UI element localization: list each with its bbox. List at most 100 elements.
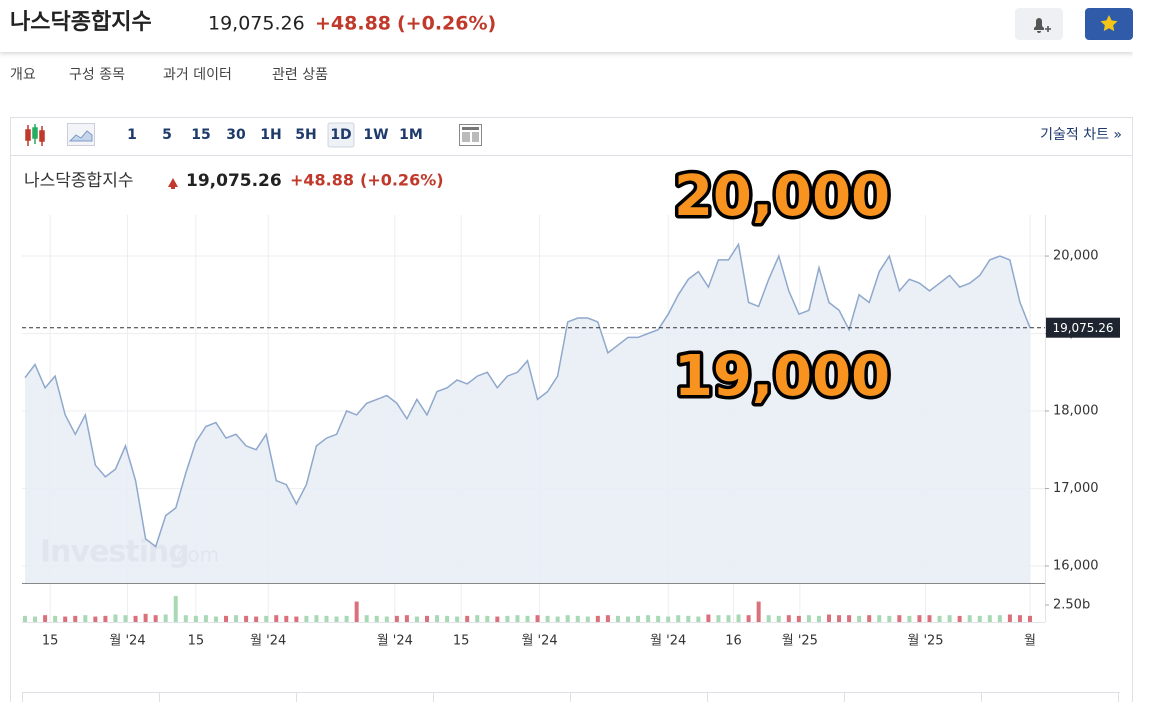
volume-bar xyxy=(1017,615,1022,622)
volume-bar xyxy=(857,615,862,622)
tab[interactable]: 개요 xyxy=(10,67,36,83)
interval-button[interactable]: 15 xyxy=(191,127,210,143)
volume-bar xyxy=(53,615,58,622)
volume-bar xyxy=(646,615,651,622)
interval-button[interactable]: 1H xyxy=(260,127,281,143)
volume-bar xyxy=(897,615,902,622)
volume-bar xyxy=(997,615,1002,622)
volume-bar xyxy=(1028,615,1032,622)
volume-bar xyxy=(605,615,610,622)
volume-bar xyxy=(304,615,309,622)
volume-bar xyxy=(73,615,78,622)
volume-bar xyxy=(93,616,98,622)
area-icon[interactable] xyxy=(67,123,95,146)
volume-bar xyxy=(354,601,359,622)
alert-button[interactable] xyxy=(1015,8,1063,40)
volume-bar xyxy=(515,615,520,622)
volume-bar xyxy=(435,615,440,622)
volume-bar xyxy=(766,615,771,622)
volume-bar xyxy=(686,615,691,622)
volume-bar xyxy=(153,615,158,622)
volume-bar xyxy=(445,615,450,622)
tab[interactable]: 관련 상품 xyxy=(272,67,328,83)
volume-bar xyxy=(183,615,188,622)
x-tick-label: 15 xyxy=(42,634,59,649)
volume-bar xyxy=(565,615,570,622)
title: 나스닥종합지수 xyxy=(10,9,152,35)
tech-chart-link[interactable]: 기술적 차트 » xyxy=(1040,127,1122,143)
area-fill xyxy=(25,244,1030,583)
volume-bar xyxy=(706,614,711,622)
volume-bar xyxy=(314,615,319,622)
x-tick-label: 월 '24 xyxy=(109,634,145,649)
volume-bar xyxy=(716,615,721,622)
legend-price: 19,075.26 xyxy=(186,171,282,191)
volume-bar xyxy=(656,615,661,622)
x-tick-label: 15 xyxy=(188,634,205,649)
volume-bar xyxy=(63,616,68,622)
volume-bar xyxy=(324,615,329,622)
watchlist-button[interactable] xyxy=(1085,8,1133,40)
volume-bar xyxy=(746,615,751,622)
price: 19,075.26 xyxy=(208,13,305,35)
volume-bar xyxy=(917,615,922,622)
layout-icon[interactable] xyxy=(459,124,482,146)
volume-bar xyxy=(274,615,279,622)
volume-bar xyxy=(254,616,259,622)
volume-bar xyxy=(827,614,831,622)
volume-bar xyxy=(847,615,852,622)
y-tick-label: 20,000 xyxy=(1053,249,1099,264)
volume-bar xyxy=(626,616,630,622)
volume-bar xyxy=(957,615,962,622)
interval-button[interactable]: 1W xyxy=(363,127,388,143)
x-tick-label: 월 '25 xyxy=(782,634,818,649)
volume-bar xyxy=(244,615,249,622)
volume-bar xyxy=(334,616,339,622)
volume-bar xyxy=(585,616,590,622)
volume-bar xyxy=(696,616,701,622)
volume-bar xyxy=(364,615,369,622)
x-tick-label: 15 xyxy=(453,634,470,649)
volume-bar xyxy=(284,615,289,622)
volume-bar xyxy=(545,615,550,622)
volume-bar xyxy=(173,596,178,622)
volume-bar xyxy=(937,615,942,622)
volume-bar xyxy=(143,613,148,622)
volume-bar xyxy=(163,614,168,622)
volume-bar xyxy=(425,615,429,622)
volume-bar xyxy=(907,615,912,622)
price-line xyxy=(24,242,1031,548)
tab[interactable]: 구성 종목 xyxy=(69,67,125,83)
volume-bar xyxy=(796,615,801,622)
y-tick-label: 18,000 xyxy=(1053,404,1099,419)
volume-bar xyxy=(475,615,480,622)
candle-icon[interactable] xyxy=(25,124,45,146)
volume-bar xyxy=(776,615,781,622)
annotation: 19,000 xyxy=(674,344,890,409)
volume-bar xyxy=(636,615,641,622)
current-price-box xyxy=(1046,317,1120,338)
legend-change-pct: (+0.26%) xyxy=(360,171,444,190)
volume-bar xyxy=(555,616,560,622)
volume-bar xyxy=(676,615,681,622)
interval-button[interactable]: 1D xyxy=(330,127,351,143)
volume-bar xyxy=(666,616,671,622)
interval-button[interactable]: 5H xyxy=(295,127,316,143)
interval-button[interactable]: 1M xyxy=(399,127,423,143)
interval-button[interactable]: 30 xyxy=(226,127,246,143)
interval-button[interactable]: 5 xyxy=(162,127,172,143)
volume-bar xyxy=(213,616,218,622)
volume-bar xyxy=(404,615,409,622)
volume-bar xyxy=(203,615,208,622)
volume-bar xyxy=(234,615,239,622)
y-tick-label: 17,000 xyxy=(1053,481,1099,496)
volume-bar xyxy=(877,615,882,622)
tab[interactable]: 과거 데이터 xyxy=(163,67,232,83)
x-tick-label: 월 '25 xyxy=(907,634,943,649)
volume-bar xyxy=(465,615,470,622)
interval-button[interactable]: 1 xyxy=(127,127,137,143)
change-pct: (+0.26%) xyxy=(397,13,496,35)
volume-bar xyxy=(887,615,892,622)
